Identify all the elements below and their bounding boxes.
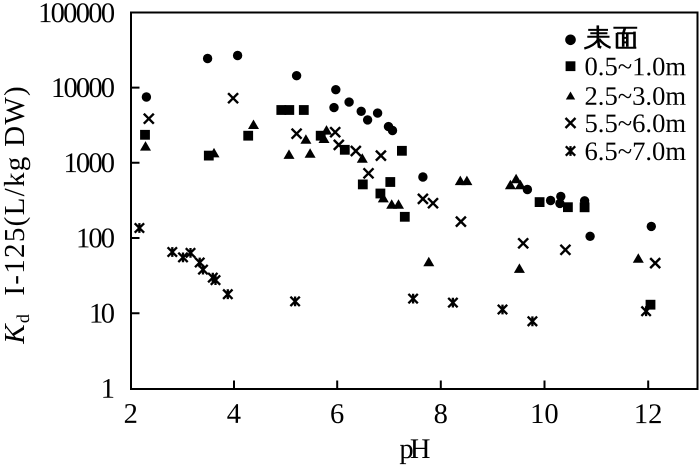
svg-text:10: 10 <box>530 399 559 430</box>
svg-text:100: 100 <box>76 223 115 254</box>
svg-text:1: 1 <box>101 374 115 405</box>
svg-text:100000: 100000 <box>38 0 115 29</box>
svg-text:2: 2 <box>124 399 138 430</box>
svg-text:10000: 10000 <box>51 73 115 104</box>
svg-text:6: 6 <box>330 399 344 430</box>
svg-text:4: 4 <box>227 399 241 430</box>
svg-text:8: 8 <box>434 399 448 430</box>
svg-text:1000: 1000 <box>64 148 116 179</box>
svg-text:12: 12 <box>634 399 663 430</box>
svg-text:5.5~6.0m: 5.5~6.0m <box>584 108 686 138</box>
svg-text:Kd I-125(L/kg DW): Kd I-125(L/kg DW) <box>0 85 33 345</box>
svg-text:0.5~1.0m: 0.5~1.0m <box>585 51 687 81</box>
svg-text:10: 10 <box>89 299 115 330</box>
svg-text:pH: pH <box>399 434 430 465</box>
svg-text:6.5~7.0m: 6.5~7.0m <box>584 136 686 166</box>
svg-text:2.5~3.0m: 2.5~3.0m <box>584 81 686 111</box>
